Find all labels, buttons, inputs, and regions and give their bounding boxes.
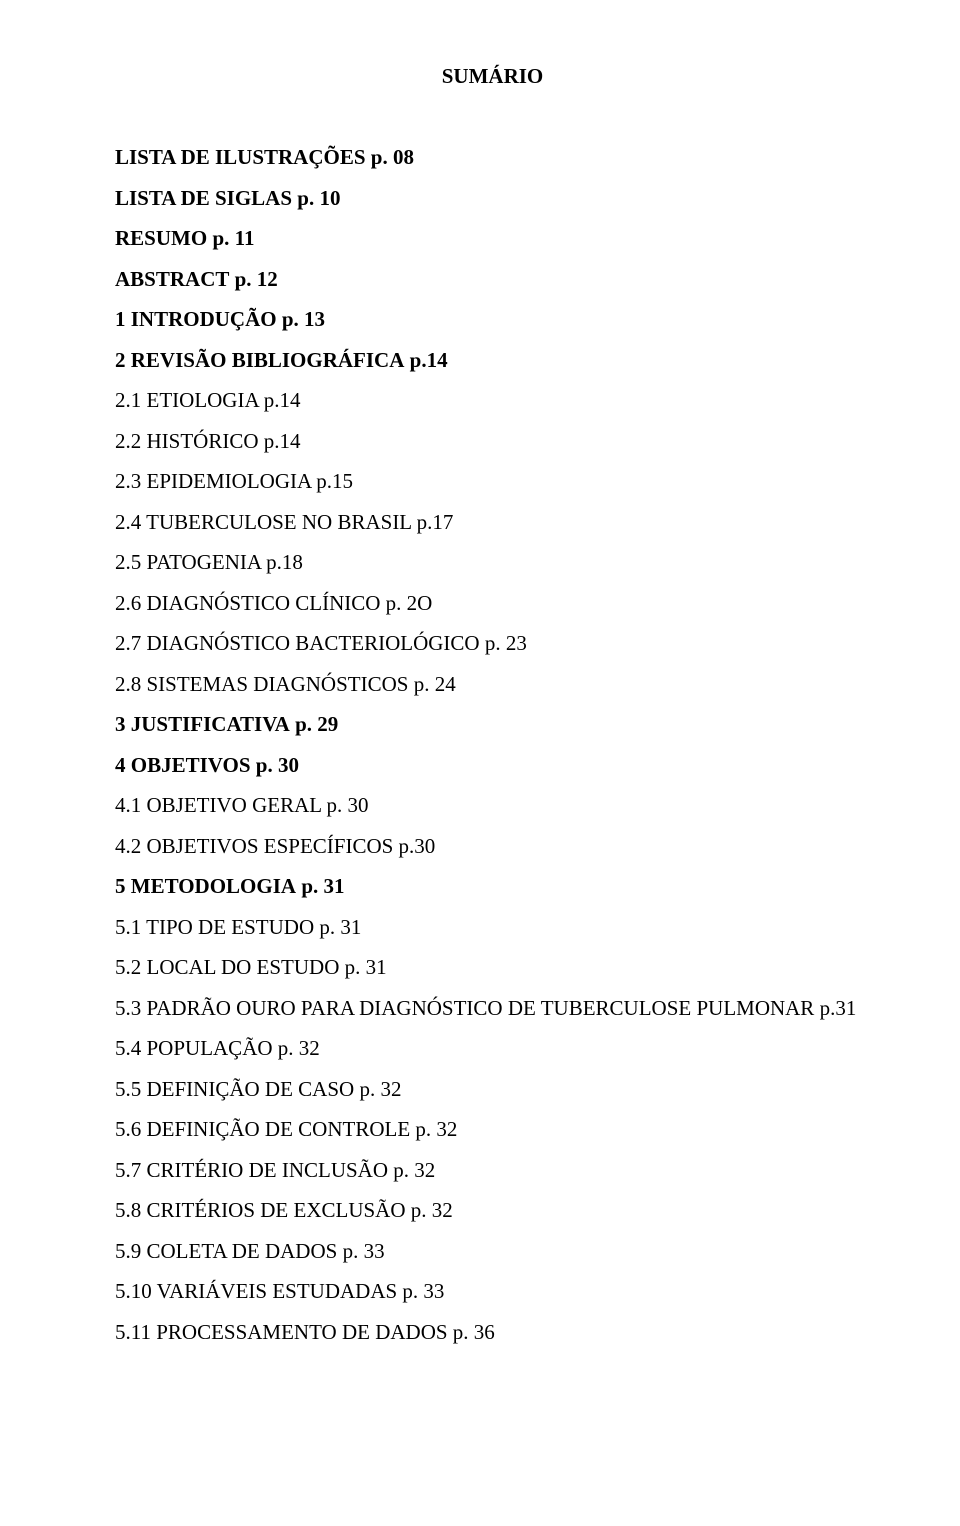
toc-entry-page: p. 30 [327,793,369,817]
toc-entry-label: 2.6 DIAGNÓSTICO CLÍNICO [115,591,380,615]
toc-entry: 2.1 ETIOLOGIA p.14 [115,390,870,411]
toc-entry: 2.2 HISTÓRICO p.14 [115,431,870,452]
toc-entry: 5.2 LOCAL DO ESTUDO p. 31 [115,957,870,978]
toc-entry: RESUMO p. 11 [115,228,870,249]
toc-entry: 2 REVISÃO BIBLIOGRÁFICA p.14 [115,350,870,371]
toc-entry-label: 4 OBJETIVOS [115,753,251,777]
toc-entry-label: 2.8 SISTEMAS DIAGNÓSTICOS [115,672,408,696]
toc-entry-page: p. 32 [415,1117,457,1141]
toc-entry: 5.11 PROCESSAMENTO DE DADOS p. 36 [115,1322,870,1343]
toc-entry: LISTA DE ILUSTRAÇÕES p. 08 [115,147,870,168]
toc-entry-page: p.18 [266,550,303,574]
toc-entry-label: 5.9 COLETA DE DADOS [115,1239,337,1263]
toc-entry-page: p. 30 [256,753,299,777]
toc-entry: LISTA DE SIGLAS p. 10 [115,188,870,209]
toc-entry-label: 4.1 OBJETIVO GERAL [115,793,321,817]
toc-entry-page: p. 33 [402,1279,444,1303]
toc-entry: 2.4 TUBERCULOSE NO BRASIL p.17 [115,512,870,533]
toc-entry-label: 2.2 HISTÓRICO [115,429,259,453]
toc-entry-label: 2.7 DIAGNÓSTICO BACTERIOLÓGICO [115,631,480,655]
toc-entry: 5 METODOLOGIA p. 31 [115,876,870,897]
toc-entry: 2.8 SISTEMAS DIAGNÓSTICOS p. 24 [115,674,870,695]
toc-entry-page: p.15 [316,469,353,493]
toc-entry-page: p. 32 [393,1158,435,1182]
toc-entry-page: p.14 [264,388,301,412]
toc-entry: 5.9 COLETA DE DADOS p. 33 [115,1241,870,1262]
page-title: SUMÁRIO [115,64,870,89]
toc-entry-page: p. 31 [319,915,361,939]
toc-entry-page: p. 13 [282,307,325,331]
toc-entry-label: RESUMO [115,226,207,250]
toc-entry-label: 5.5 DEFINIÇÃO DE CASO [115,1077,354,1101]
toc-entry-page: p. 08 [371,145,414,169]
toc-entry: 3 JUSTIFICATIVA p. 29 [115,714,870,735]
toc-entry-page: p. 24 [414,672,456,696]
toc-entry-page: p.31 [820,996,857,1020]
toc-entry-label: 5.3 PADRÃO OURO PARA DIAGNÓSTICO DE TUBE… [115,996,814,1020]
toc-entry: 4 OBJETIVOS p. 30 [115,755,870,776]
toc-entry-label: 2.4 TUBERCULOSE NO BRASIL [115,510,411,534]
toc-entry: 5.10 VARIÁVEIS ESTUDADAS p. 33 [115,1281,870,1302]
toc-entry: 1 INTRODUÇÃO p. 13 [115,309,870,330]
toc-entry-page: p. 23 [485,631,527,655]
toc-entry-label: 5.11 PROCESSAMENTO DE DADOS [115,1320,448,1344]
toc-entry-page: p. 33 [343,1239,385,1263]
toc-entry-label: 5.6 DEFINIÇÃO DE CONTROLE [115,1117,410,1141]
toc-entry-page: p. 31 [301,874,344,898]
toc-entry: 2.5 PATOGENIA p.18 [115,552,870,573]
toc-entry-page: p. 2O [386,591,433,615]
toc-entry-label: 1 INTRODUÇÃO [115,307,277,331]
toc-entry-label: 5.2 LOCAL DO ESTUDO [115,955,339,979]
toc-entry-label: 5.1 TIPO DE ESTUDO [115,915,314,939]
toc-entry-page: p. 32 [278,1036,320,1060]
toc-entry-label: 5.10 VARIÁVEIS ESTUDADAS [115,1279,397,1303]
toc-entry: 5.1 TIPO DE ESTUDO p. 31 [115,917,870,938]
toc-entry-label: 2.1 ETIOLOGIA [115,388,258,412]
toc-entry-label: 5 METODOLOGIA [115,874,296,898]
toc-entry: 4.1 OBJETIVO GERAL p. 30 [115,795,870,816]
toc-list: LISTA DE ILUSTRAÇÕES p. 08 LISTA DE SIGLA… [115,147,870,1343]
toc-entry: 2.6 DIAGNÓSTICO CLÍNICO p. 2O [115,593,870,614]
toc-entry-page: p.17 [417,510,454,534]
toc-entry: 5.3 PADRÃO OURO PARA DIAGNÓSTICO DE TUBE… [115,998,870,1019]
toc-entry: 5.7 CRITÉRIO DE INCLUSÃO p. 32 [115,1160,870,1181]
toc-entry-label: ABSTRACT [115,267,229,291]
toc-entry-page: p. 29 [295,712,338,736]
toc-entry-page: p.14 [410,348,448,372]
toc-entry-label: 2.3 EPIDEMIOLOGIA [115,469,311,493]
toc-entry: 2.7 DIAGNÓSTICO BACTERIOLÓGICO p. 23 [115,633,870,654]
toc-entry: 5.8 CRITÉRIOS DE EXCLUSÃO p. 32 [115,1200,870,1221]
toc-entry-page: p. 31 [345,955,387,979]
toc-entry-label: 5.7 CRITÉRIO DE INCLUSÃO [115,1158,388,1182]
toc-entry-page: p. 32 [359,1077,401,1101]
toc-entry-label: 3 JUSTIFICATIVA [115,712,290,736]
toc-entry: ABSTRACT p. 12 [115,269,870,290]
toc-entry-page: p.14 [264,429,301,453]
toc-entry: 4.2 OBJETIVOS ESPECÍFICOS p.30 [115,836,870,857]
toc-entry-page: p. 32 [411,1198,453,1222]
toc-entry-page: p.30 [399,834,436,858]
toc-entry: 5.5 DEFINIÇÃO DE CASO p. 32 [115,1079,870,1100]
toc-entry-label: 5.4 POPULAÇÃO [115,1036,273,1060]
toc-entry: 5.6 DEFINIÇÃO DE CONTROLE p. 32 [115,1119,870,1140]
toc-entry-label: 5.8 CRITÉRIOS DE EXCLUSÃO [115,1198,406,1222]
toc-entry-label: LISTA DE SIGLAS [115,186,292,210]
toc-entry-label: 2 REVISÃO BIBLIOGRÁFICA [115,348,404,372]
toc-entry-page: p. 36 [453,1320,495,1344]
toc-entry-page: p. 12 [235,267,278,291]
toc-entry: 5.4 POPULAÇÃO p. 32 [115,1038,870,1059]
document-page: SUMÁRIO LISTA DE ILUSTRAÇÕES p. 08LISTA … [0,0,960,1526]
toc-entry-label: LISTA DE ILUSTRAÇÕES [115,145,366,169]
toc-entry-page: p. 11 [212,226,254,250]
toc-entry: 2.3 EPIDEMIOLOGIA p.15 [115,471,870,492]
toc-entry-page: p. 10 [297,186,340,210]
toc-entry-label: 2.5 PATOGENIA [115,550,261,574]
toc-entry-label: 4.2 OBJETIVOS ESPECÍFICOS [115,834,399,858]
